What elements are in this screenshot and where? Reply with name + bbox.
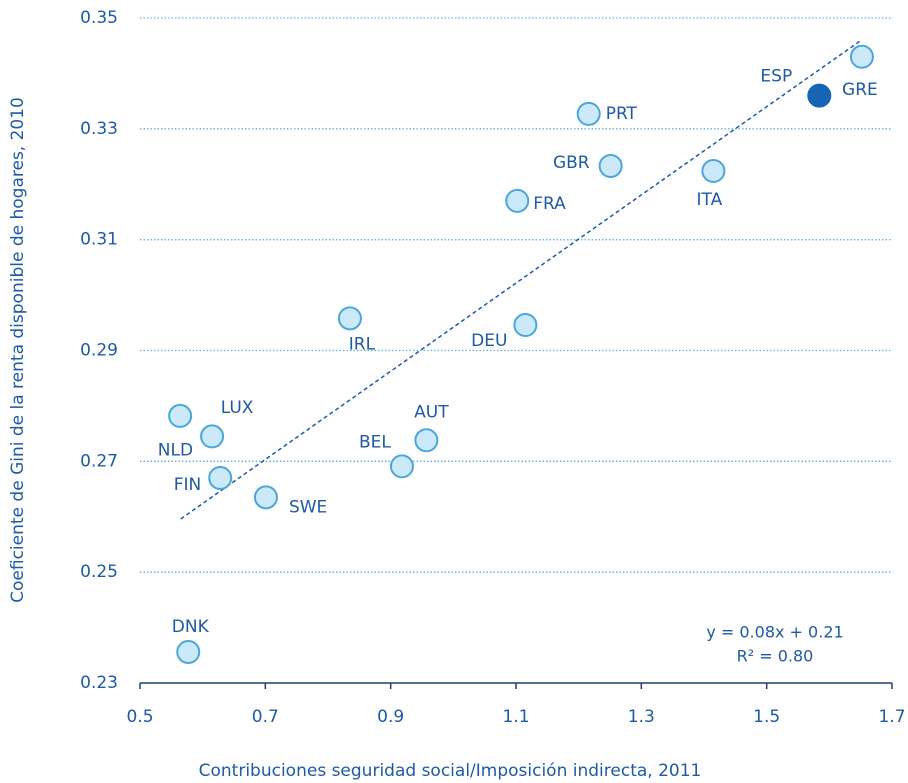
point-label: AUT <box>414 402 449 422</box>
trendline <box>180 39 862 520</box>
point-label: NLD <box>158 440 193 460</box>
point <box>414 428 439 453</box>
point-label: LUX <box>221 398 254 418</box>
annotation: R² = 0.80 <box>737 647 814 666</box>
x-tick-label: 1.1 <box>502 707 529 727</box>
point-label: FRA <box>533 194 566 214</box>
point <box>389 454 414 479</box>
point <box>701 158 726 183</box>
point-label: BEL <box>359 432 391 452</box>
x-axis-title: Contribuciones seguridad social/Imposici… <box>199 761 702 781</box>
point <box>200 424 225 449</box>
point <box>168 403 193 428</box>
point-label: ESP <box>760 67 792 87</box>
y-tick-label: 0.23 <box>80 673 118 693</box>
x-tick-label: 0.9 <box>377 707 404 727</box>
point-label: IRL <box>349 334 376 354</box>
point <box>598 153 623 178</box>
point-label: GBR <box>553 153 590 173</box>
point-label: SWE <box>289 497 327 517</box>
point <box>576 101 601 126</box>
point <box>176 639 201 664</box>
point <box>513 313 538 338</box>
y-tick-label: 0.33 <box>80 119 118 139</box>
y-tick-label: 0.27 <box>80 451 118 471</box>
point-label: ITA <box>697 190 723 210</box>
x-tick-label: 1.7 <box>878 707 905 727</box>
annotation: y = 0.08x + 0.21 <box>706 623 843 642</box>
point-label: DNK <box>172 617 210 637</box>
y-tick-label: 0.31 <box>80 230 118 250</box>
point <box>337 306 362 331</box>
x-tick-label: 0.7 <box>252 707 279 727</box>
point <box>849 44 874 69</box>
x-tick-label: 0.5 <box>126 707 153 727</box>
y-tick-label: 0.35 <box>80 8 118 28</box>
y-tick-label: 0.25 <box>80 562 118 582</box>
y-tick-label: 0.29 <box>80 341 118 361</box>
point <box>505 188 530 213</box>
point <box>253 485 278 510</box>
point <box>208 465 233 490</box>
point-label: FIN <box>174 475 202 495</box>
y-axis-title: Coeficiente de Gini de la renta disponib… <box>8 97 28 603</box>
point <box>807 83 832 108</box>
point-label: GRE <box>842 80 878 100</box>
x-tick-label: 1.3 <box>628 707 655 727</box>
point-label: DEU <box>471 331 507 351</box>
point-label: PRT <box>606 104 638 124</box>
x-tick-label: 1.5 <box>753 707 780 727</box>
